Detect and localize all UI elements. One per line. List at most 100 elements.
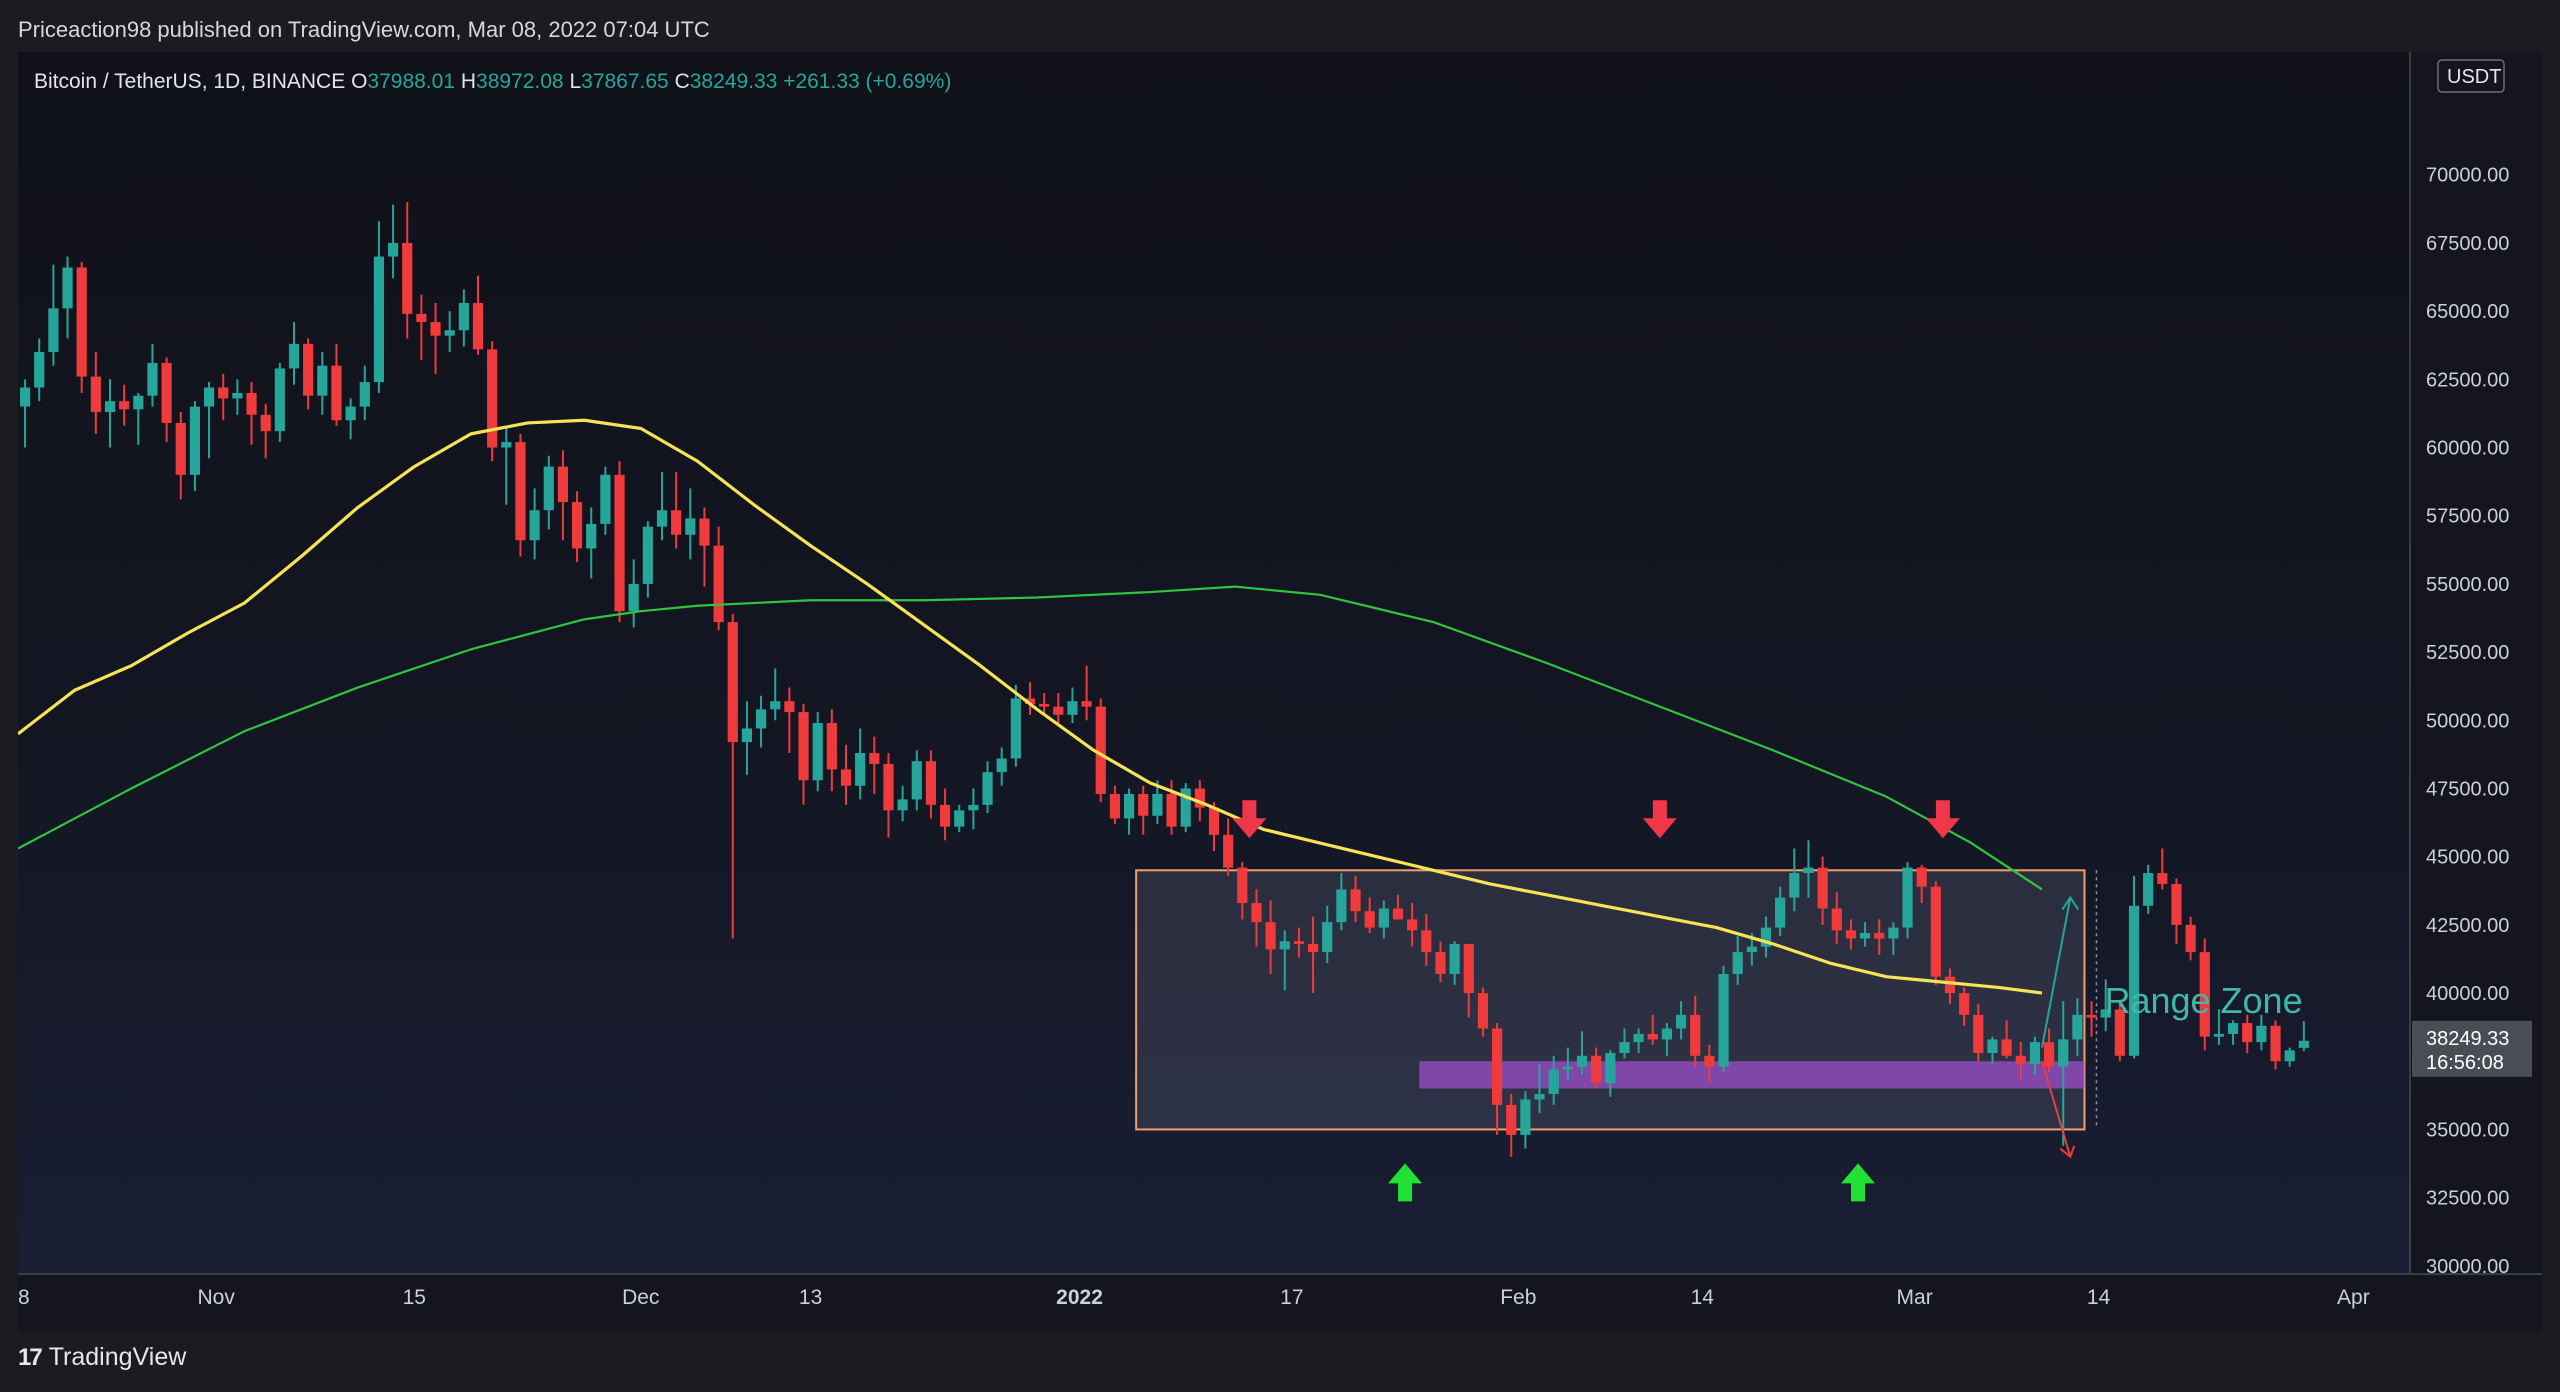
candle-body <box>1959 993 1970 1015</box>
candle-body <box>1944 976 1956 994</box>
candle-body <box>1265 922 1276 950</box>
candle-body <box>1421 930 1432 953</box>
candle-body <box>1223 834 1234 868</box>
x-tick-label: Nov <box>197 1286 235 1309</box>
candle-body <box>557 466 569 503</box>
y-tick-label: 57500.00 <box>2426 506 2509 528</box>
candle-body <box>1548 1069 1559 1094</box>
candle-body <box>2298 1040 2309 1048</box>
candle-body <box>288 343 300 369</box>
candle-body <box>1633 1033 1644 1043</box>
candle-body <box>2086 1014 2097 1018</box>
candle-body <box>430 322 441 336</box>
candle-body <box>402 242 413 314</box>
chart-area[interactable]: Range Zone Bitcoin / TetherUS, 1D, BINANC… <box>18 52 2542 1332</box>
candle-body <box>416 313 427 323</box>
candle-body <box>19 387 31 407</box>
tradingview-brand[interactable]: 17 TradingView <box>18 1343 186 1372</box>
candle-body <box>1350 889 1361 912</box>
ohlc-part: C <box>675 70 690 93</box>
candle-body <box>2043 1042 2055 1067</box>
candle-body <box>331 365 342 421</box>
candle-body <box>1237 867 1248 904</box>
candle-body <box>1279 941 1290 950</box>
candle-body <box>996 758 1007 773</box>
candle-body <box>2185 924 2196 953</box>
candle-body <box>1491 1028 1503 1105</box>
candle-body <box>1067 701 1078 715</box>
currency-box <box>2437 59 2505 93</box>
price-chart[interactable]: Range Zone Bitcoin / TetherUS, 1D, BINANC… <box>18 52 2542 1332</box>
candle-body <box>770 701 781 710</box>
y-tick-label: 42500.00 <box>2426 915 2509 937</box>
y-tick-label: 32500.00 <box>2426 1188 2509 1210</box>
candle-body <box>515 442 526 541</box>
candle-body <box>2284 1050 2295 1062</box>
candle-body <box>869 753 880 764</box>
candle-body <box>1477 993 1489 1029</box>
currency-label: USDT <box>2447 66 2501 88</box>
candle-body <box>614 474 625 612</box>
candle-body <box>34 352 45 388</box>
candle-body <box>274 368 285 432</box>
candle-body <box>161 362 172 423</box>
candle-body <box>373 256 385 383</box>
candle-body <box>458 302 469 331</box>
candle-body <box>1435 952 1446 974</box>
candle-body <box>175 422 186 475</box>
candle-body <box>203 387 215 407</box>
candle-body <box>246 392 257 415</box>
candle-body <box>1307 943 1319 953</box>
y-tick-label: 55000.00 <box>2426 574 2509 596</box>
candle-body <box>2157 873 2168 884</box>
projection-up-line <box>2041 897 2072 1048</box>
candle-body <box>699 518 710 546</box>
x-tick-label: 14 <box>2087 1286 2111 1309</box>
candle-body <box>317 365 328 396</box>
y-tick-label: 52500.00 <box>2426 642 2509 664</box>
x-tick-label: 18 <box>18 1286 30 1309</box>
candle-body <box>1902 867 1913 928</box>
candle-body <box>840 769 852 786</box>
candle-body <box>90 376 101 413</box>
ohlc-part: Bitcoin / TetherUS, 1D, BINANCE <box>34 70 351 93</box>
candle-body <box>1123 793 1135 819</box>
candle-body <box>1576 1055 1588 1067</box>
candle-body <box>642 526 653 584</box>
candle-body <box>1251 903 1262 923</box>
candle-body <box>1081 701 1092 707</box>
candle-body <box>529 510 540 541</box>
candle-body <box>671 510 682 535</box>
candle-body <box>2072 1014 2083 1040</box>
current-price-label: 38249.33 <box>2426 1028 2509 1050</box>
candle-body <box>1152 793 1163 816</box>
candle-body <box>1336 889 1347 923</box>
candle-body <box>1859 933 1871 939</box>
candle-body <box>1534 1093 1545 1100</box>
support-zone <box>1419 1061 2085 1089</box>
candle-body <box>826 723 837 770</box>
candle-body <box>656 510 668 527</box>
candle-body <box>2256 1025 2267 1043</box>
candle-body <box>1180 788 1191 827</box>
y-tick-label: 70000.00 <box>2426 165 2509 187</box>
price-axis-bg <box>2410 52 2542 1332</box>
candle-body <box>2213 1033 2225 1037</box>
candle-body <box>571 502 583 549</box>
x-tick-label: 2022 <box>1056 1286 1103 1309</box>
ohlc-part: H <box>461 70 476 93</box>
candle-body <box>2199 952 2210 1037</box>
candle-body <box>1704 1055 1715 1067</box>
ohlc-part: L <box>569 70 581 93</box>
candle-body <box>600 474 611 524</box>
candle-body <box>62 267 73 309</box>
publisher-info: Priceaction98 published on TradingView.c… <box>18 17 710 42</box>
range-zone-label: Range Zone <box>2104 980 2302 1021</box>
candle-body <box>2143 873 2154 906</box>
candle-body <box>1053 706 1064 715</box>
x-tick-label: 15 <box>403 1286 426 1309</box>
candle-body <box>1661 1028 1673 1040</box>
candle-body <box>1364 911 1375 928</box>
candle-body <box>1562 1066 1573 1070</box>
ohlc-part: 38249.33 <box>690 70 783 93</box>
